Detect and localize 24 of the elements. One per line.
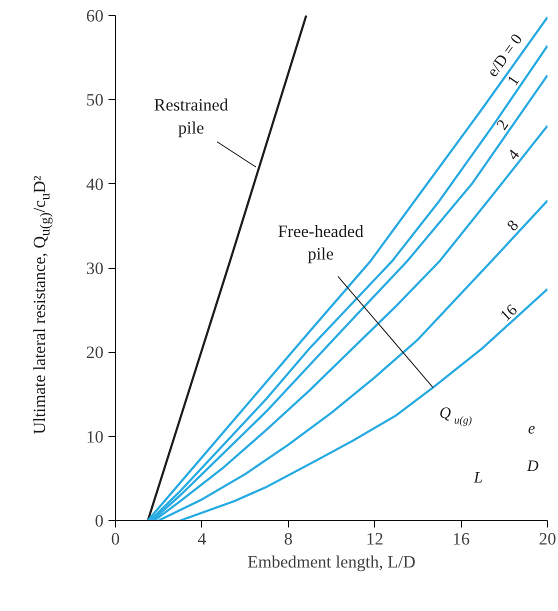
y-tick-label: 20 bbox=[86, 343, 104, 362]
annotation: Free-headed pile bbox=[278, 222, 364, 264]
y-tick-label: 60 bbox=[86, 6, 104, 26]
x-axis-title: Embedment length, L/D bbox=[248, 552, 416, 572]
x-tick-label: 16 bbox=[452, 530, 470, 548]
annotation: Restrained pile bbox=[154, 96, 228, 138]
text: 8 bbox=[504, 217, 522, 235]
x-tick-label: 0 bbox=[111, 530, 120, 548]
y-tick-label: 0 bbox=[94, 512, 104, 530]
x-tick-label: 20 bbox=[538, 530, 556, 548]
x-tick-label: 4 bbox=[198, 530, 207, 548]
y-tick-label: 30 bbox=[86, 259, 104, 278]
y-tick-label: 50 bbox=[86, 90, 104, 110]
text: 2 bbox=[494, 116, 512, 134]
text: 16 bbox=[497, 301, 521, 325]
annotation: L bbox=[472, 469, 483, 486]
y-tick-label: 10 bbox=[86, 427, 104, 446]
text: 4 bbox=[504, 146, 524, 164]
annotation: e bbox=[528, 420, 536, 438]
x-tick-label: 12 bbox=[366, 530, 384, 548]
annotation: D bbox=[526, 458, 539, 476]
y-tick-label: 40 bbox=[86, 174, 104, 194]
text: 1 bbox=[504, 72, 524, 89]
x-tick-label: 8 bbox=[284, 530, 293, 548]
